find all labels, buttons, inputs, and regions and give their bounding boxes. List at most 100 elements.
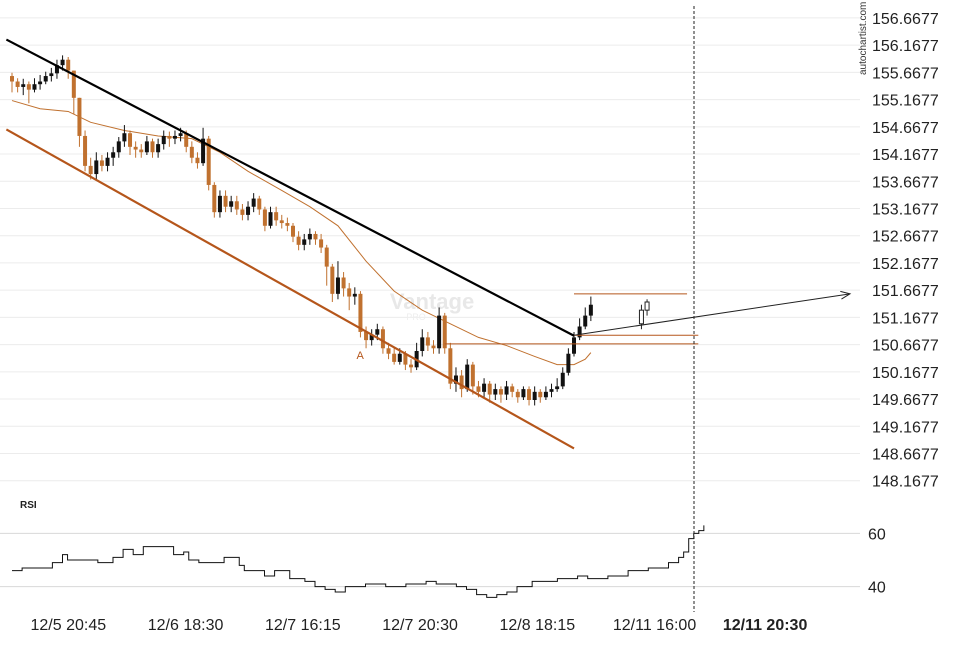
candle [66,57,71,79]
price-levels [444,293,699,345]
candle [128,130,133,155]
candle-body [375,329,380,335]
candle-body [380,329,385,349]
time-axis: 12/5 20:45 12/6 18:30 12/7 16:15 12/7 20:30… [30,617,807,634]
rsi-label: RSI [20,500,37,511]
candle-body [392,353,397,362]
candle-body [105,157,110,166]
candle [543,386,548,400]
candle-body [268,212,273,226]
candle [437,307,442,354]
candle-body [71,70,76,98]
candle-body [94,160,99,175]
candle-body [347,288,352,297]
candle-body [60,59,65,66]
candle [420,329,425,357]
candle [335,261,340,300]
candle-body [139,149,144,153]
candle [54,59,59,79]
candle-body [476,386,481,392]
pattern-point-label: A [356,350,364,362]
price-tick-label: 150.1677 [872,365,939,382]
price-tick-label: 156.1677 [872,38,939,55]
candle [341,272,346,297]
candle [555,378,560,392]
candle [352,287,357,305]
price-tick-label: 154.6677 [872,120,939,137]
candle-body [77,97,82,136]
candle [99,155,104,172]
moving-average-line [11,100,592,366]
candle [32,78,37,93]
candle [240,204,245,221]
candle-body [369,334,374,341]
support-trendline [5,128,575,450]
candle [296,231,301,251]
candle [77,97,82,147]
candle-body [274,212,279,221]
broker-watermark: Vantage PRO [390,289,474,322]
candle [49,67,54,82]
candle [409,359,414,373]
candle [167,131,172,147]
candle-body [555,386,560,390]
candle [583,307,588,330]
time-tick-label: 12/7 20:30 [382,617,458,634]
candle [83,130,88,172]
candle [229,195,234,213]
candle-body [425,337,430,346]
candle-body [644,301,650,311]
candle-body [307,233,312,240]
candle-body [144,141,149,153]
candle-body [313,233,318,240]
candle [217,190,222,218]
candle-body [364,331,369,341]
time-tick-label: 12/7 16:15 [265,617,341,634]
candle-body [420,337,425,351]
price-tick-label: 149.6677 [872,392,939,409]
candle-body [470,364,475,387]
candle [291,223,295,243]
rsi-panel: RSI 60 40 [0,500,886,598]
candle-body [206,138,211,185]
candle [487,380,492,403]
candle [150,138,155,158]
candle [527,386,532,406]
candle-body [251,198,256,207]
candle [257,195,262,215]
candle [442,312,447,354]
candle-body [302,239,307,245]
candle-body [285,223,290,226]
candle-body [527,389,532,400]
candle-body [521,389,526,398]
candle [498,386,503,403]
candle [21,78,26,96]
time-tick-label: 12/8 18:15 [499,617,575,634]
candle-body [111,152,116,158]
candle-body [99,160,104,166]
candle [504,380,509,400]
candle-body [296,236,301,245]
candle-body [403,353,408,365]
candle [465,359,470,392]
candle-body [246,206,251,215]
candle [156,138,161,158]
candle [172,130,177,145]
grid [0,17,860,482]
price-tick-label: 155.1677 [872,93,939,110]
price-tick-label: 148.1677 [872,474,939,491]
candle-body [482,383,487,392]
candle-body [319,239,324,248]
pattern-annotation: A [356,350,364,362]
signal-candle [644,299,650,316]
candle-body [487,383,492,395]
candle [251,193,256,213]
candle-body [324,247,329,267]
candle-body [133,146,138,150]
candle [139,144,144,158]
candle-body [459,375,464,390]
candle-body [437,315,442,349]
candle-body [49,73,54,77]
candle [330,263,335,302]
